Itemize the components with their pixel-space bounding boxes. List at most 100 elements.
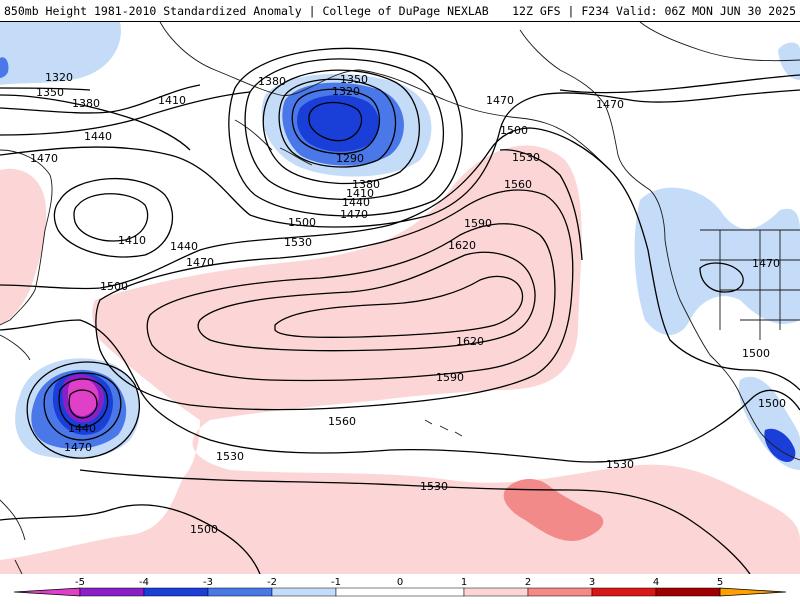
colorbar-tick: -1 (331, 577, 341, 588)
contour-label: 1530 (606, 458, 634, 471)
colorbar-tick: 4 (653, 577, 659, 588)
aleutian-chain (234, 119, 313, 166)
contour-label: 1410 (158, 94, 186, 107)
contour-1470-ne (559, 74, 800, 94)
contour-1440-west (53, 178, 174, 258)
japan (0, 334, 31, 361)
typhoon-anomaly-5 (68, 378, 99, 417)
contour-1410-nw (0, 91, 251, 136)
contour-1560 (95, 189, 574, 411)
colorbar-tick: 1 (461, 577, 467, 588)
positive-anomaly-shading (0, 145, 800, 575)
contour-1620-inner (274, 275, 524, 338)
model-run-info: 12Z GFS | F234 Valid: 06Z MON JUN 30 202… (512, 4, 796, 18)
philippines (0, 499, 26, 575)
contour-label: 1410 (346, 187, 374, 200)
negative-anomaly-shading (0, 22, 800, 470)
contour-label: 1500 (288, 216, 316, 229)
colorbar-arrow-right (719, 587, 787, 597)
contour-label: 1500 (758, 397, 786, 410)
contour-label: 1350 (36, 86, 64, 99)
contour-label: 1530 (216, 450, 244, 463)
contour-label: 1380 (258, 75, 286, 88)
hawaii (424, 419, 463, 437)
colorbar-tick: -3 (203, 577, 213, 588)
nw-corner-anomaly (0, 22, 121, 85)
contour-label: 1620 (448, 239, 476, 252)
colorbar-tick: 3 (589, 577, 595, 588)
contour-label: 1470 (752, 257, 780, 270)
contour-1380-nw (0, 84, 201, 114)
contour-1590 (146, 223, 556, 382)
map-title: 850mb Height 1981-2010 Standardized Anom… (4, 4, 489, 18)
colorbar-tick: -5 (75, 577, 85, 588)
contour-label: 1530 (512, 151, 540, 164)
contour-label: 1560 (328, 415, 356, 428)
contour-1410-west (73, 193, 149, 242)
pacific-high-anomaly (0, 145, 800, 575)
contour-label: 1470 (186, 256, 214, 269)
contour-label: 1440 (68, 422, 96, 435)
western-pacific-anomaly (0, 168, 47, 325)
siberia-coast (0, 149, 53, 326)
contour-labels: 1320 1350 1380 1410 1440 1470 1380 1350 … (30, 71, 786, 536)
contour-1320 (291, 88, 381, 155)
contour-1350 (278, 78, 397, 168)
contour-1350-nw (0, 87, 91, 91)
contour-label: 1320 (332, 85, 360, 98)
contour-label: 1590 (436, 371, 464, 384)
contour-1620 (197, 251, 536, 352)
contour-1530 (0, 319, 800, 463)
colorbar-segment (591, 587, 657, 597)
contour-label: 1380 (352, 178, 380, 191)
contour-label: 1470 (486, 94, 514, 107)
colorbar-tick: 0 (397, 577, 403, 588)
mexico-anomaly-2 (764, 428, 796, 462)
contour-label: 1440 (170, 240, 198, 253)
contour-1500-nw (0, 94, 191, 151)
contour-typhoon-3 (43, 372, 122, 441)
contour-label: 1440 (342, 196, 370, 209)
contour-label: 1470 (64, 441, 92, 454)
contour-1290 (308, 101, 363, 142)
contour-label: 1500 (190, 523, 218, 536)
map-header: 850mb Height 1981-2010 Standardized Anom… (0, 0, 800, 22)
contour-label: 1290 (336, 152, 364, 165)
colorbar-tick: -2 (267, 577, 277, 588)
colorbar-tick: -4 (139, 577, 149, 588)
contour-1530-south (79, 469, 751, 575)
contour-label: 1530 (284, 236, 312, 249)
contour-label: 1470 (30, 152, 58, 165)
canada-border (639, 21, 800, 62)
contour-1380 (262, 69, 420, 185)
contour-label: 1530 (420, 480, 448, 493)
colorbar-segment (207, 587, 273, 597)
anomaly-pos2 (503, 478, 604, 541)
colorbar-segment (79, 587, 145, 597)
contour-1500-south (0, 504, 261, 575)
colorbar-tick: 2 (525, 577, 531, 588)
colorbar-segment (463, 587, 529, 597)
contour-label: 1590 (464, 217, 492, 230)
alaska-coast (159, 21, 611, 171)
colorbar-segment (271, 587, 337, 597)
contour-label: 1470 (596, 98, 624, 111)
height-contours (0, 47, 800, 575)
contour-typhoon-2 (58, 378, 109, 428)
contour-label: 1500 (100, 280, 128, 293)
contour-typhoon-4 (26, 361, 140, 459)
bering-low-anomaly-3 (297, 95, 380, 152)
contour-1470-mex (699, 262, 744, 293)
contour-typhoon-1 (68, 389, 98, 419)
colorbar-tick: 5 (717, 577, 723, 588)
colorbar-segment (335, 587, 465, 597)
nw-corner-anomaly-2 (0, 57, 9, 78)
us-states-2 (719, 230, 781, 340)
anomaly-colorbar: -5 -4 -3 -2 -1 0 1 2 3 4 5 (0, 574, 800, 600)
west-coast-anomaly (634, 187, 800, 335)
contour-label: 1350 (340, 73, 368, 86)
contour-label: 1410 (118, 234, 146, 247)
contour-1530-east (499, 149, 583, 261)
